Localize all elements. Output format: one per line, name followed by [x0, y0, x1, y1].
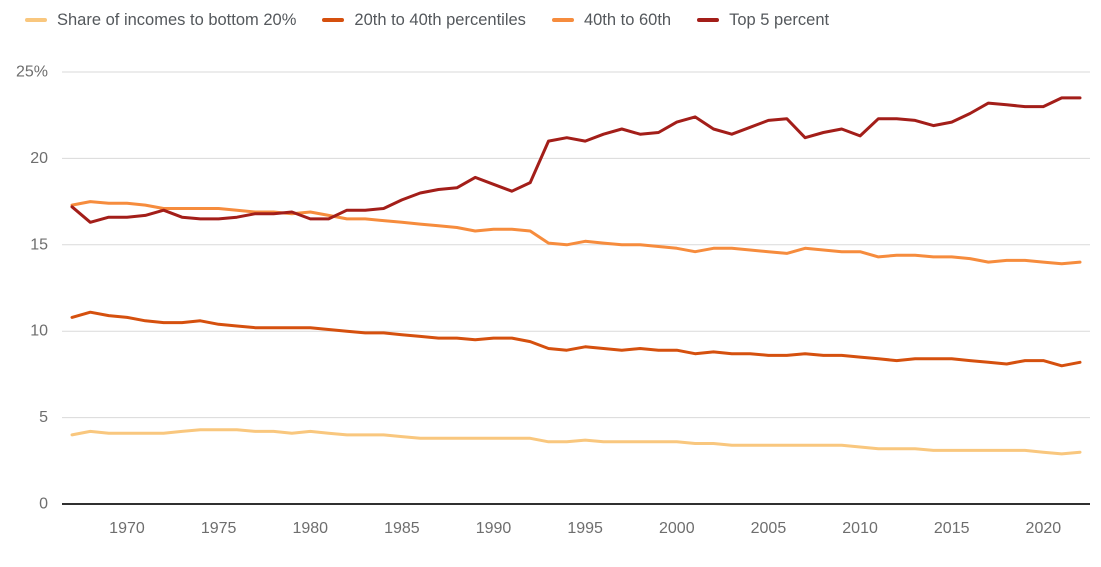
- legend-label: Share of incomes to bottom 20%: [57, 10, 297, 29]
- y-axis-tick-label: 15: [30, 236, 48, 253]
- x-axis-tick-label: 2015: [934, 520, 970, 537]
- x-axis-tick-label: 2010: [842, 520, 878, 537]
- x-axis-tick-label: 1985: [384, 520, 420, 537]
- series-line: [70, 96, 1082, 224]
- legend-swatch-icon: [25, 18, 47, 22]
- legend-item[interactable]: 20th to 40th percentiles: [322, 11, 526, 30]
- legend-swatch-icon: [697, 18, 720, 22]
- legend-label: 40th to 60th: [583, 10, 672, 29]
- series-line: [70, 310, 1082, 368]
- legend-item[interactable]: Share of incomes to bottom 20%: [25, 11, 296, 30]
- x-axis-tick-label: 1970: [109, 520, 145, 537]
- x-axis-tick-label: 2005: [751, 520, 787, 537]
- y-axis-tick-label: 25%: [16, 64, 48, 81]
- y-axis-tick-label: 10: [30, 323, 48, 340]
- legend-item[interactable]: 40th to 60th: [551, 10, 672, 30]
- legend-swatch-icon: [551, 18, 574, 22]
- y-axis-tick-label: 20: [30, 150, 48, 167]
- legend-item[interactable]: Top 5 percent: [697, 11, 829, 30]
- x-axis-tick-label: 2000: [659, 520, 695, 537]
- legend-label: 20th to 40th percentiles: [354, 10, 526, 29]
- x-axis-tick-label: 1995: [567, 520, 603, 537]
- legend-label: Top 5 percent: [729, 10, 830, 29]
- x-axis-tick-label: 1980: [292, 520, 328, 537]
- legend-swatch-icon: [322, 18, 345, 22]
- y-axis-tick-label: 5: [39, 409, 48, 426]
- series-line: [70, 200, 1082, 266]
- series-line: [70, 428, 1082, 456]
- x-axis-tick-label: 2020: [1026, 520, 1062, 537]
- x-axis-tick-label: 1975: [201, 520, 237, 537]
- chart-legend: Share of incomes to bottom 20% 20th to 40…: [25, 8, 829, 32]
- x-axis-tick-label: 1990: [476, 520, 512, 537]
- y-axis-tick-label: 0: [39, 496, 48, 513]
